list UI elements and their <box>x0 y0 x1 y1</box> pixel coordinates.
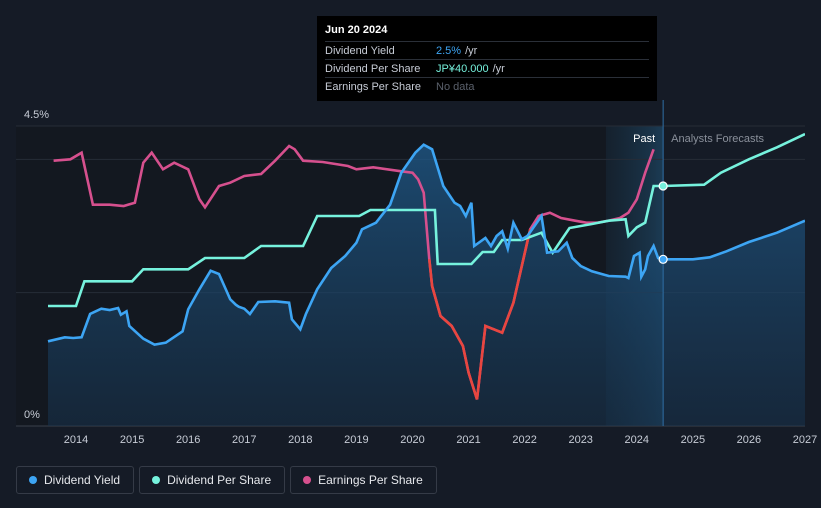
legend-label: Dividend Per Share <box>167 473 272 487</box>
x-tick-label: 2015 <box>120 434 144 446</box>
legend-dot-icon <box>152 476 161 484</box>
tooltip: Jun 20 2024 Dividend Yield 2.5% /yr Divi… <box>317 16 657 101</box>
tooltip-value: JP¥40.000 <box>436 62 489 75</box>
legend-dot-icon <box>29 476 37 484</box>
x-tick-label: 2018 <box>288 434 312 446</box>
dps-line <box>48 132 805 308</box>
legend-dividend-yield[interactable]: Dividend Yield <box>16 466 135 494</box>
x-axis: 2014 2015 2016 2017 2018 2019 2020 2021 2022 2023… <box>64 434 817 446</box>
tooltip-value: 2.5% <box>436 44 462 57</box>
x-tick-label: 2023 <box>568 434 592 446</box>
yield-marker[interactable] <box>658 254 668 264</box>
y-tick-label: 4.5% <box>24 109 49 121</box>
x-tick-label: 2019 <box>344 434 368 446</box>
tooltip-value: No data <box>436 80 475 93</box>
x-tick-label: 2014 <box>64 434 88 446</box>
legend-label: Earnings Per Share <box>318 473 423 487</box>
forecast-label: Analysts Forecasts <box>671 133 764 145</box>
dividend-yield-area <box>48 144 805 426</box>
tooltip-row-earnings-per-share: Earnings Per Share No data <box>325 77 649 95</box>
tooltip-suffix: /yr <box>465 44 478 57</box>
x-tick-label: 2022 <box>512 434 536 446</box>
tooltip-row-dividend-yield: Dividend Yield 2.5% /yr <box>325 41 649 59</box>
tooltip-label: Dividend Per Share <box>325 62 421 75</box>
eps-line <box>53 144 655 400</box>
legend-dot-icon <box>303 476 312 484</box>
x-tick-label: 2027 <box>793 434 817 446</box>
legend: Dividend Yield Dividend Per Share Earnin… <box>16 466 437 494</box>
dps-marker[interactable] <box>658 181 668 191</box>
x-tick-label: 2020 <box>400 434 424 446</box>
x-tick-label: 2025 <box>681 434 705 446</box>
x-tick-label: 2021 <box>456 434 480 446</box>
past-label: Past <box>633 133 655 145</box>
tooltip-label: Dividend Yield <box>325 44 395 57</box>
legend-label: Dividend Yield <box>44 473 121 487</box>
tooltip-suffix: /yr <box>492 62 505 75</box>
tooltip-row-dividend-per-share: Dividend Per Share JP¥40.000 /yr <box>325 59 649 77</box>
y-axis: 4.5% 0% <box>24 109 49 421</box>
eps-line-low-segment <box>428 229 532 400</box>
tooltip-date: Jun 20 2024 <box>325 24 388 36</box>
x-tick-label: 2026 <box>737 434 761 446</box>
x-tick-label: 2024 <box>625 434 649 446</box>
legend-earnings-per-share[interactable]: Earnings Per Share <box>290 466 437 494</box>
dividend-yield-line <box>47 143 805 347</box>
y-tick-label: 0% <box>24 409 40 421</box>
x-tick-label: 2016 <box>176 434 200 446</box>
x-tick-label: 2017 <box>232 434 256 446</box>
tooltip-label: Earnings Per Share <box>325 80 421 93</box>
legend-dividend-per-share[interactable]: Dividend Per Share <box>139 466 286 494</box>
